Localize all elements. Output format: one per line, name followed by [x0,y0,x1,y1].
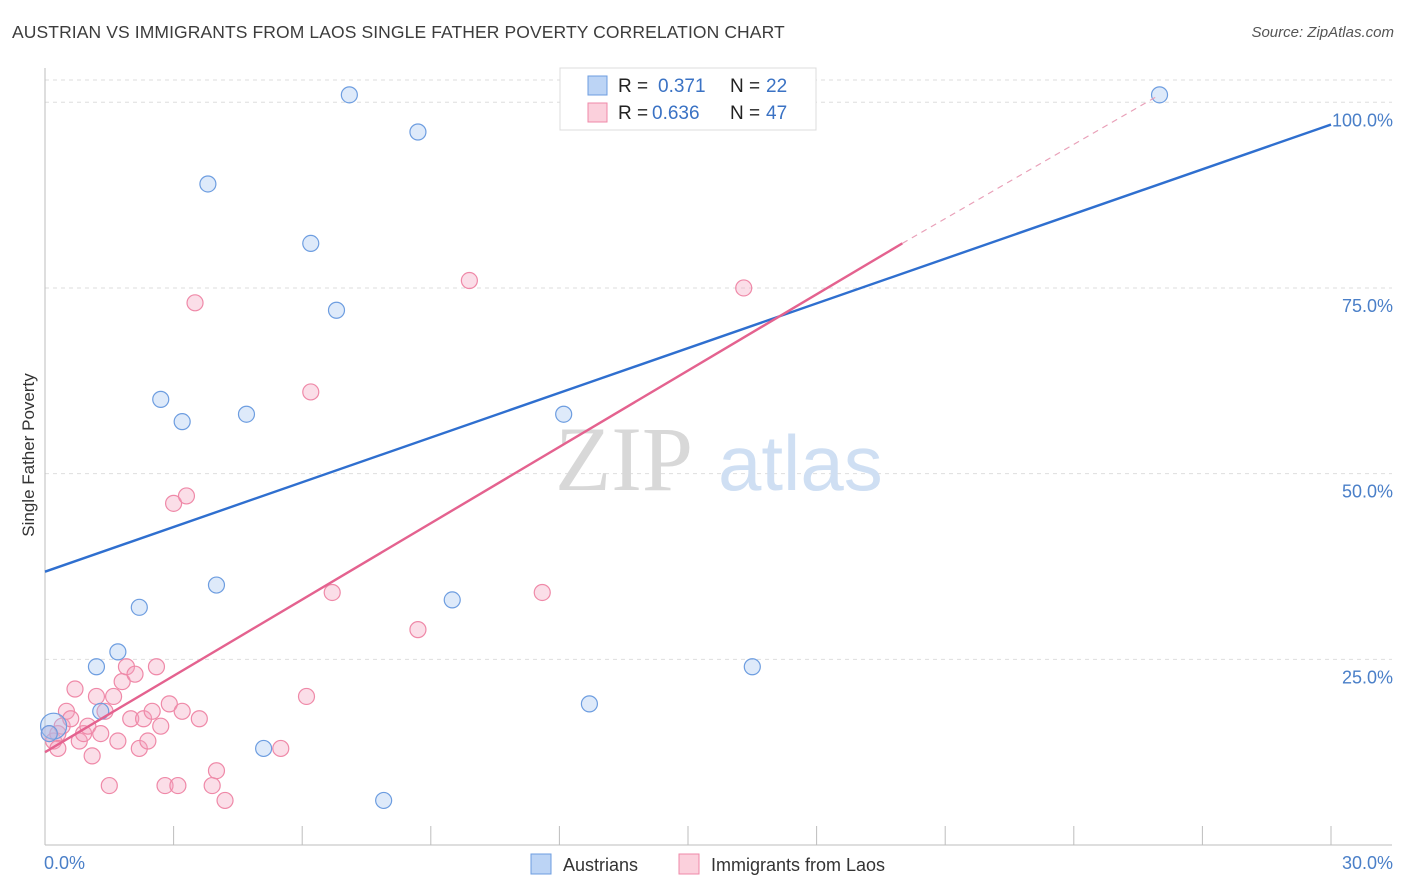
laos-point-42 [409,621,427,639]
series-laos-points [40,271,753,810]
laos-point-34 [190,710,208,728]
y-tick-label-2: 75.0% [1342,296,1393,316]
austrians-point-13 [340,86,358,104]
legend-bottom-swatch-austrians [530,853,552,875]
legend-r-label-laos: R = [618,103,648,124]
x-tick-label-0: 0.0% [44,853,85,873]
legend-bottom-laos: Immigrants from Laos [711,855,885,875]
laos-point-6 [66,680,84,698]
laos-point-44 [533,583,551,602]
trend-line-laos-extension [902,94,1160,244]
laos-point-39 [297,687,316,706]
legend-n-value-laos: 47 [766,103,787,124]
austrians-point-11 [302,234,320,252]
laos-point-31 [173,702,191,720]
legend-swatch-austrians [587,75,608,96]
trend-line-austrians [44,123,1332,573]
laos-point-26 [152,717,170,735]
austrians-point-4 [130,598,148,616]
laos-point-19 [122,710,140,728]
laos-point-40 [302,383,320,401]
laos-point-12 [92,724,110,743]
chart-title: AUSTRIAN VS IMMIGRANTS FROM LAOS SINGLE … [12,22,785,42]
austrians-point-9 [237,405,256,423]
legend-r-label-austrians: R = [618,76,648,97]
laos-point-45 [735,279,753,297]
austrians-point-15 [409,123,427,141]
laos-point-35 [203,776,221,795]
austrians-point-17 [555,405,573,423]
austrians-point-3 [109,643,127,661]
legend-top: R = 0.371 N = 22 R = 0.636 N = 47 [559,67,817,131]
laos-point-25 [147,658,166,676]
watermark-zip: ZIP [555,408,693,510]
laos-point-24 [143,702,161,720]
laos-point-16 [109,732,127,750]
legend-r-value-austrians: 0.371 [658,76,706,97]
legend-bottom: Austrians Immigrants from Laos [530,853,885,875]
austrians-point-5 [152,390,170,408]
y-tick-labels: 25.0% 50.0% 75.0% 100.0% [1332,110,1393,687]
laos-point-20 [126,665,144,683]
austrians-point-10 [255,739,273,758]
laos-point-32 [177,487,196,505]
austrians-point-6 [173,413,191,431]
legend-n-label-laos: N = [730,103,760,124]
laos-point-43 [460,271,478,290]
y-axis-label: Single Father Poverty [19,373,38,537]
trend-lines [44,94,1332,754]
watermark-atlas: atlas [718,419,883,507]
austrians-point-12 [327,301,346,319]
legend-swatch-laos [587,102,608,123]
y-tick-label-0: 25.0% [1342,667,1393,687]
legend-n-value-austrians: 22 [766,76,787,97]
austrians-point-2 [87,658,106,676]
laos-point-41 [323,583,341,602]
grid-lines [45,79,1392,660]
chart-source: Source: ZipAtlas.com [1251,24,1394,41]
austrians-point-21 [40,724,58,743]
laos-point-27 [156,776,174,795]
trend-line-laos [44,242,903,754]
laos-point-14 [100,776,118,795]
austrians-point-7 [199,175,217,193]
laos-point-37 [216,791,234,810]
legend-n-label-austrians: N = [730,76,760,97]
legend-r-value-laos: 0.636 [652,103,700,124]
axes [44,68,1392,846]
laos-point-15 [104,687,123,706]
laos-point-23 [139,732,157,750]
legend-bottom-austrians: Austrians [563,855,638,875]
laos-point-36 [207,762,226,780]
laos-point-11 [87,687,106,706]
laos-point-38 [272,739,290,758]
laos-point-29 [165,494,183,512]
austrians-point-19 [743,658,761,676]
x-tick-labels: 0.0% 30.0% [44,853,1393,873]
laos-point-33 [186,294,204,312]
y-tick-label-1: 50.0% [1342,482,1393,502]
austrians-point-16 [443,591,461,609]
austrians-point-18 [580,695,599,713]
laos-point-30 [169,776,187,795]
laos-point-28 [160,695,178,713]
laos-point-10 [83,747,101,765]
x-tick-label-1: 30.0% [1342,853,1393,873]
austrians-point-8 [207,576,226,594]
legend-bottom-swatch-laos [678,853,700,875]
austrians-point-14 [375,791,393,810]
y-tick-label-3: 100.0% [1332,110,1393,130]
